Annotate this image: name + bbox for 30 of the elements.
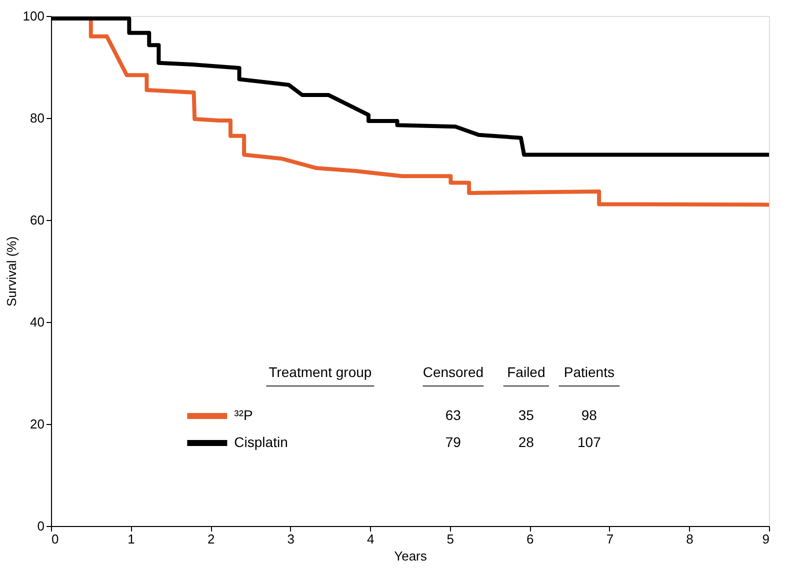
legend-label: ³²P [234, 407, 253, 423]
x-tick-label: 7 [606, 532, 614, 546]
x-tick-label: 0 [52, 532, 59, 546]
x-tick-label: 2 [207, 532, 215, 546]
x-tick-label: 8 [686, 532, 694, 546]
annotation: 107 [578, 434, 602, 450]
x-tick-label: 4 [366, 532, 374, 546]
y-tick-label: 40 [30, 314, 44, 330]
annotation: 63 [445, 407, 462, 423]
y-tick-label: 60 [30, 212, 44, 228]
x-tick-label: 6 [526, 532, 534, 546]
legend-title: Treatment group [268, 364, 372, 380]
x-tick-label: 1 [128, 532, 135, 546]
y-tick-label: 100 [22, 8, 44, 24]
y-axis-title: Survival (%) [4, 236, 19, 307]
annotation: 79 [445, 434, 462, 450]
annotation: Failed [507, 364, 546, 380]
annotation: Censored [422, 364, 484, 380]
x-axis-title: Years [394, 548, 428, 564]
x-tick-label: 5 [446, 532, 454, 546]
annotation: 35 [518, 407, 534, 423]
annotation: Patients [564, 364, 614, 380]
x-tick-label: 9 [762, 532, 770, 546]
annotation: 98 [581, 407, 598, 423]
x-tick-label: 3 [287, 532, 294, 546]
legend-label: Cisplatin [234, 434, 288, 450]
y-tick-label: 20 [30, 416, 44, 432]
y-tick-label: 0 [37, 518, 44, 534]
annotation: 28 [518, 434, 534, 450]
y-tick-label: 80 [30, 110, 44, 126]
